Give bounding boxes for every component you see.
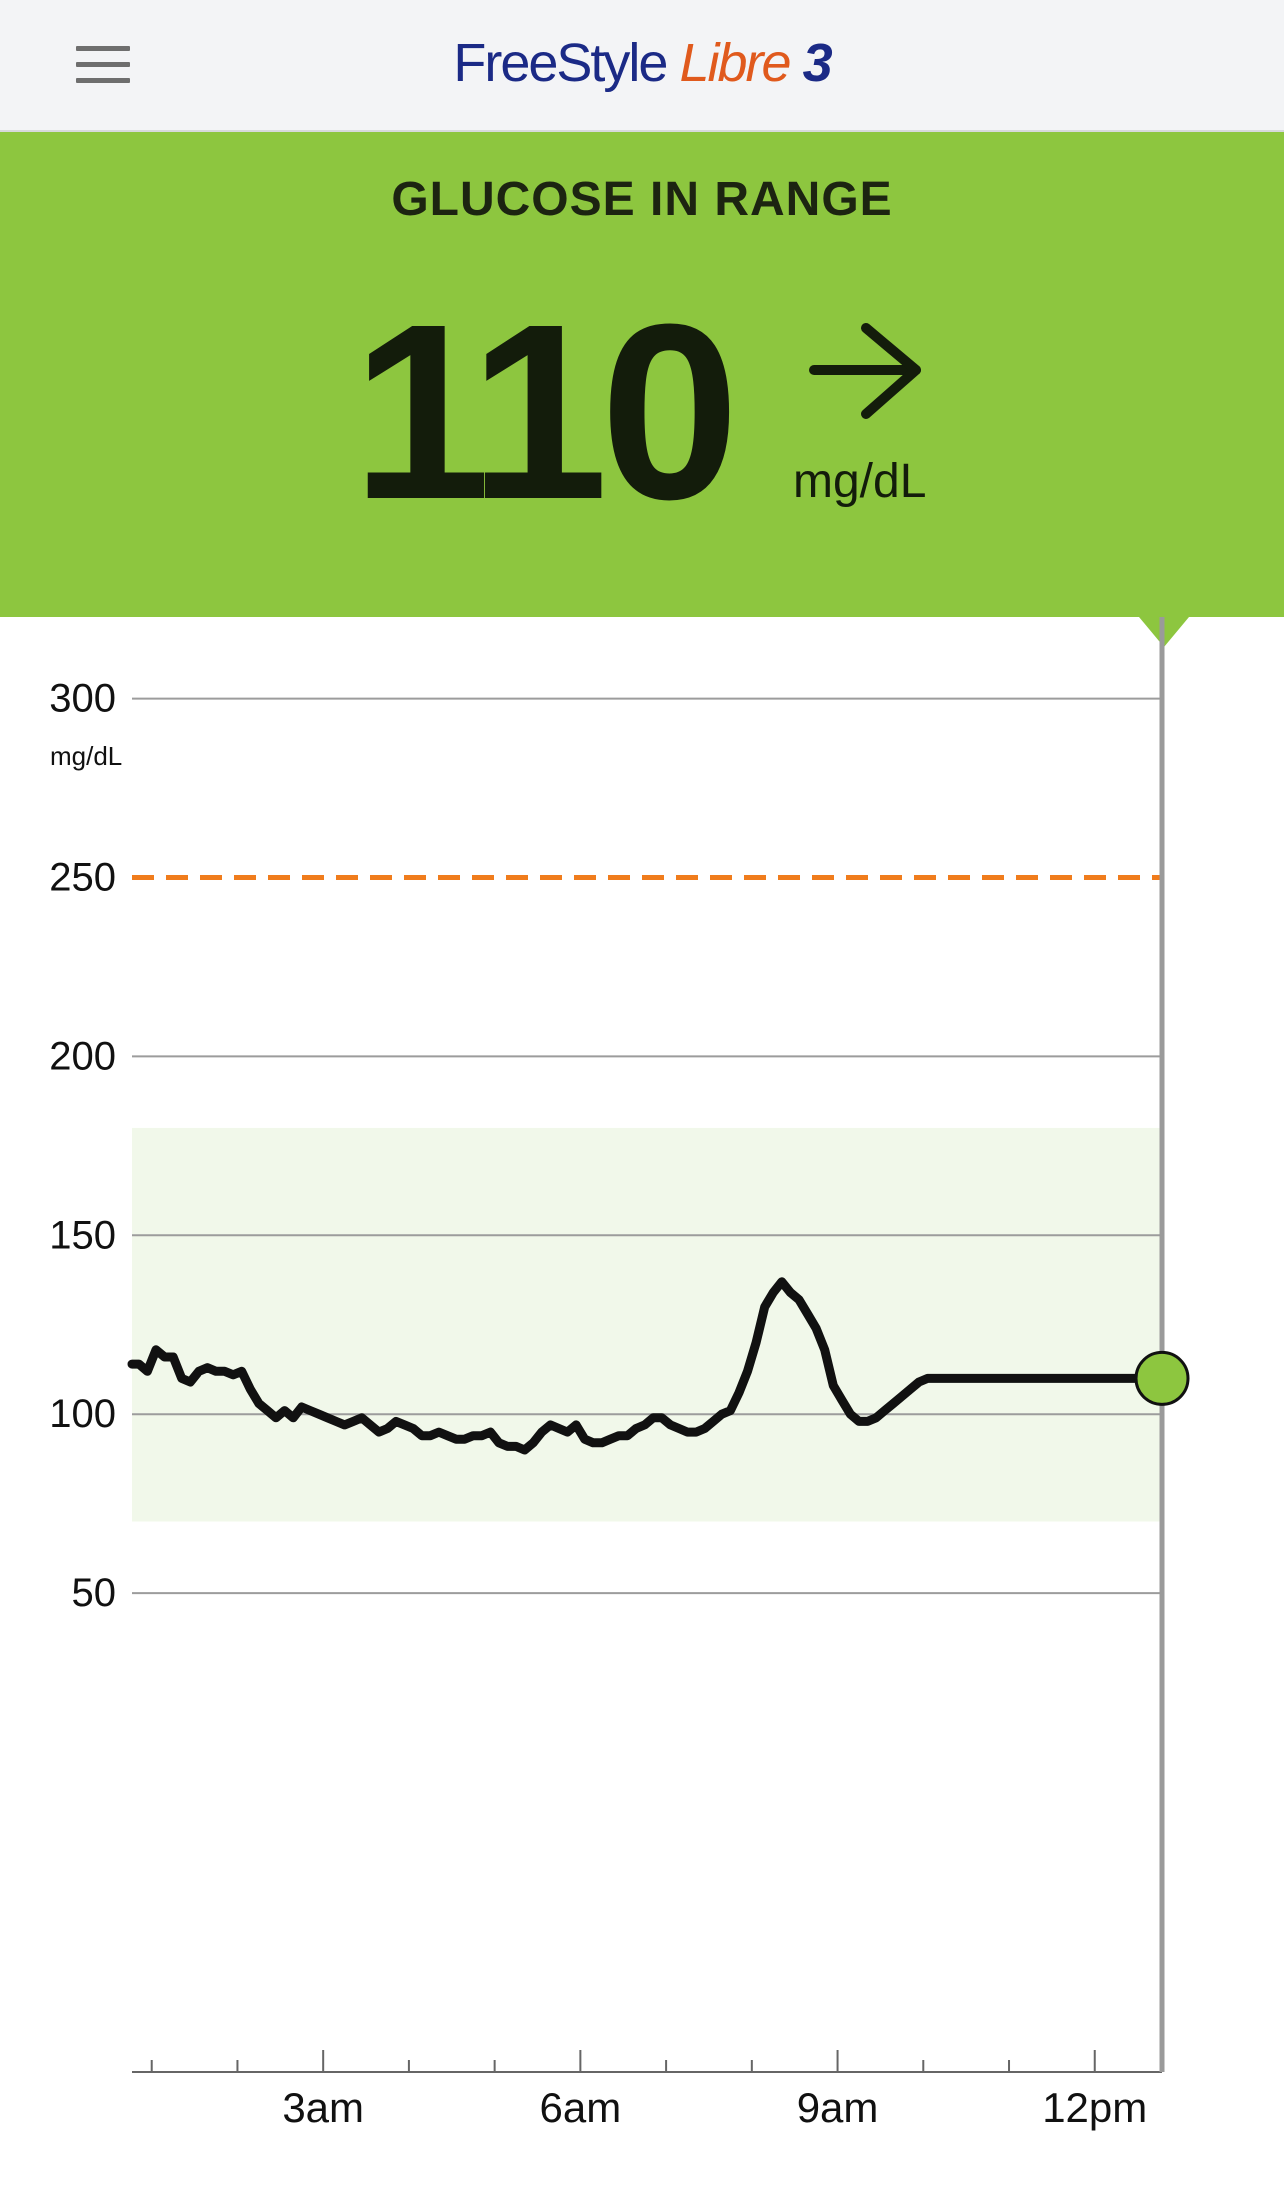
current-glucose-point[interactable] <box>1134 1350 1190 1406</box>
logo-version: 3 <box>802 33 833 93</box>
y-tick-label-50: 50 <box>72 1571 117 1615</box>
glucose-status: GLUCOSE IN RANGE <box>391 173 893 226</box>
y-tick-label-150: 150 <box>49 1213 116 1257</box>
y-axis-unit-label: mg/dL <box>50 741 122 771</box>
glucose-chart[interactable]: mg/dL501001502002503003503am6am9am12pm <box>0 617 1284 2193</box>
glucose-units: mg/dL <box>793 455 927 508</box>
arrow-right-icon <box>809 323 921 419</box>
y-tick-label-100: 100 <box>49 1392 116 1436</box>
logo-product: Libre <box>679 33 791 93</box>
glucose-trace-line <box>127 1277 1168 1455</box>
glucose-value: 110 <box>352 272 739 551</box>
target-range-band <box>132 1127 1162 1522</box>
app-header: FreeStyle Libre 3 <box>0 0 1284 132</box>
x-tick-label-3am: 3am <box>282 2084 364 2131</box>
glucose-banner: GLUCOSE IN RANGE 110 mg/dL <box>0 132 1284 617</box>
x-tick-label-12pm: 12pm <box>1042 2084 1147 2131</box>
y-tick-label-300: 300 <box>49 677 116 721</box>
app-logo: FreeStyle Libre 3 <box>0 28 1284 98</box>
y-tick-label-200: 200 <box>49 1034 116 1078</box>
logo-brand: FreeStyle <box>453 33 668 93</box>
x-tick-label-6am: 6am <box>540 2084 622 2131</box>
hamburger-menu-icon[interactable] <box>68 42 130 90</box>
x-tick-label-9am: 9am <box>797 2084 879 2131</box>
y-tick-label-250: 250 <box>49 856 116 900</box>
